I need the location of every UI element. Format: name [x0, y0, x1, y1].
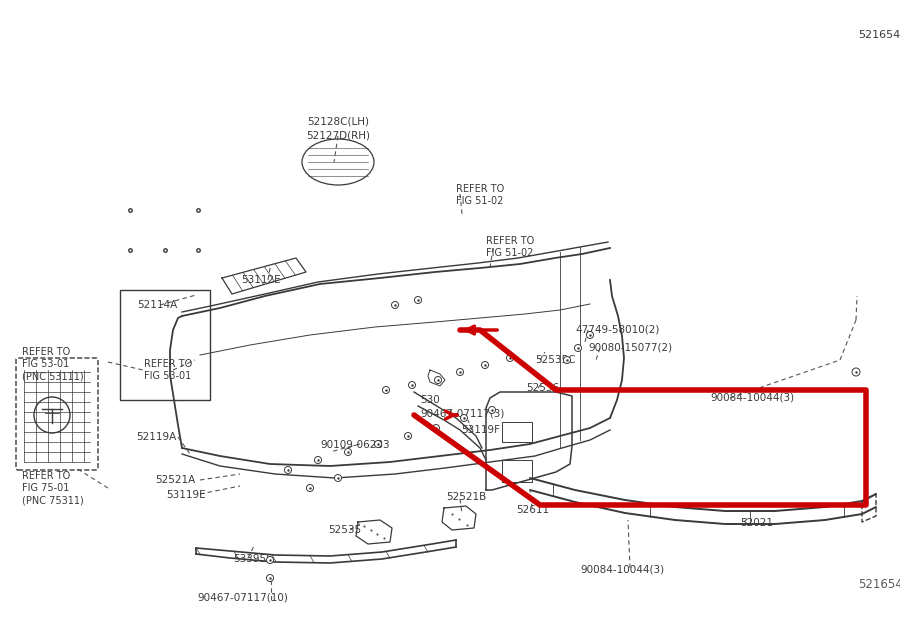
Circle shape: [382, 386, 390, 394]
Text: 90467-07117(3): 90467-07117(3): [420, 409, 504, 419]
Text: REFER TO
FIG 51-02: REFER TO FIG 51-02: [486, 236, 535, 258]
Circle shape: [482, 361, 489, 368]
Circle shape: [507, 355, 514, 361]
Text: 52521A: 52521A: [155, 475, 195, 485]
Text: 521654A: 521654A: [858, 578, 900, 591]
Circle shape: [409, 381, 416, 389]
Text: 52128C(LH): 52128C(LH): [307, 117, 369, 127]
Circle shape: [563, 356, 571, 363]
Text: 90109-06283: 90109-06283: [320, 440, 390, 450]
Text: 90084-10044(3): 90084-10044(3): [710, 393, 794, 403]
Circle shape: [335, 474, 341, 482]
Circle shape: [345, 448, 352, 456]
Text: 90467-07117(10): 90467-07117(10): [198, 592, 288, 602]
Text: 52536: 52536: [526, 383, 559, 393]
Text: 52127D(RH): 52127D(RH): [306, 130, 370, 140]
Text: 52535C: 52535C: [535, 355, 575, 365]
Text: REFER TO
FIG 53-01: REFER TO FIG 53-01: [144, 359, 193, 381]
Text: 47749-58010(2): 47749-58010(2): [575, 325, 660, 335]
Text: REFER TO
FIG 75-01
(PNC 75311): REFER TO FIG 75-01 (PNC 75311): [22, 471, 84, 505]
Circle shape: [852, 368, 860, 376]
Text: 90084-10044(3): 90084-10044(3): [580, 565, 664, 575]
Text: REFER TO
FIG 51-02: REFER TO FIG 51-02: [456, 184, 504, 206]
Text: 52521B: 52521B: [446, 492, 486, 502]
Text: 52535: 52535: [328, 525, 361, 535]
Text: 53112E: 53112E: [241, 275, 281, 285]
Circle shape: [587, 332, 593, 339]
Text: 53119F: 53119F: [461, 425, 500, 435]
Text: 521654A: 521654A: [858, 30, 900, 40]
Circle shape: [456, 368, 464, 376]
Circle shape: [266, 575, 274, 582]
Circle shape: [461, 415, 467, 422]
Text: 52021: 52021: [740, 518, 773, 528]
Circle shape: [266, 557, 274, 564]
Circle shape: [415, 296, 421, 304]
Circle shape: [34, 397, 70, 433]
Circle shape: [374, 440, 382, 448]
Text: 530: 530: [420, 395, 440, 405]
Circle shape: [284, 466, 292, 474]
Text: 53119E: 53119E: [166, 490, 205, 500]
Circle shape: [433, 425, 439, 432]
Text: 52611: 52611: [516, 505, 549, 515]
Text: 52119A: 52119A: [136, 432, 176, 442]
Circle shape: [435, 376, 442, 384]
Circle shape: [392, 301, 399, 309]
Text: REFER TO
FIG 53-01
(PNC 53111): REFER TO FIG 53-01 (PNC 53111): [22, 347, 84, 381]
Text: 52114A: 52114A: [137, 300, 177, 310]
Circle shape: [404, 433, 411, 440]
Circle shape: [307, 484, 313, 492]
Circle shape: [574, 345, 581, 352]
Bar: [120, 290, 210, 400]
Text: 90080-15077(2): 90080-15077(2): [588, 343, 672, 353]
Text: 53395E: 53395E: [233, 554, 273, 564]
Circle shape: [489, 407, 496, 414]
Bar: [502, 460, 532, 482]
Bar: [502, 422, 532, 442]
Circle shape: [314, 456, 321, 464]
